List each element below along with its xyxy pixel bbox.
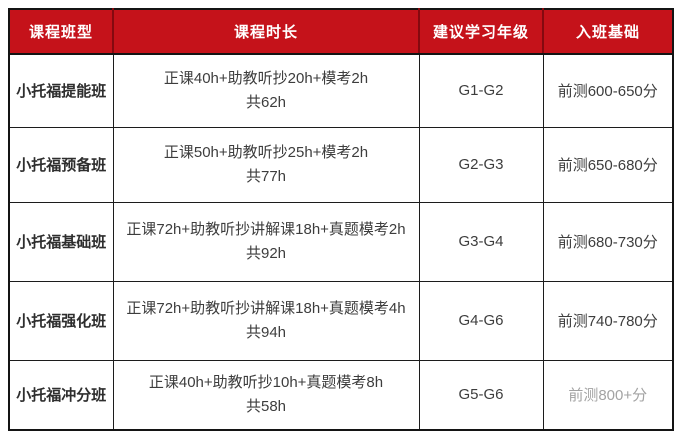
- duration-line1: 正课72h+助教听抄讲解课18h+真题模考4h: [126, 299, 406, 317]
- duration-line2: 共58h: [245, 397, 287, 415]
- table-row: 小托福强化班 正课72h+助教听抄讲解课18h+真题模考4h 共94h G4-G…: [8, 280, 674, 361]
- table-header: 课程班型 课程时长 建议学习年级 入班基础: [8, 8, 674, 55]
- header-course-duration: 课程时长: [112, 8, 420, 55]
- table-row: 小托福提能班 正课40h+助教听抄20h+模考2h 共62h G1-G2 前测6…: [8, 53, 674, 128]
- table-row: 小托福冲分班 正课40h+助教听抄10h+真题模考8h 共58h G5-G6 前…: [8, 359, 674, 431]
- basis-cell: 前测650-680分: [542, 126, 674, 203]
- header-suggested-grade: 建议学习年级: [418, 8, 544, 55]
- course-schedule-table: 课程班型 课程时长 建议学习年级 入班基础 小托福提能班 正课40h+助教听抄2…: [8, 8, 674, 431]
- basis-cell: 前测600-650分: [542, 53, 674, 128]
- duration-line2: 共62h: [245, 93, 287, 111]
- class-name-cell: 小托福提能班: [8, 53, 114, 128]
- duration-line1: 正课72h+助教听抄讲解课18h+真题模考2h: [126, 220, 406, 238]
- grade-cell: G3-G4: [418, 201, 544, 282]
- class-name-cell: 小托福强化班: [8, 280, 114, 361]
- duration-cell: 正课50h+助教听抄25h+模考2h 共77h: [112, 126, 420, 203]
- class-name-cell: 小托福预备班: [8, 126, 114, 203]
- table-body: 小托福提能班 正课40h+助教听抄20h+模考2h 共62h G1-G2 前测6…: [8, 53, 674, 431]
- duration-cell: 正课40h+助教听抄10h+真题模考8h 共58h: [112, 359, 420, 431]
- basis-cell: 前测680-730分: [542, 201, 674, 282]
- duration-line1: 正课40h+助教听抄10h+真题模考8h: [148, 373, 384, 391]
- header-entry-basis: 入班基础: [542, 8, 674, 55]
- duration-line1: 正课40h+助教听抄20h+模考2h: [163, 69, 369, 87]
- grade-cell: G5-G6: [418, 359, 544, 431]
- class-name-cell: 小托福冲分班: [8, 359, 114, 431]
- duration-line1: 正课50h+助教听抄25h+模考2h: [163, 143, 369, 161]
- duration-cell: 正课72h+助教听抄讲解课18h+真题模考2h 共92h: [112, 201, 420, 282]
- header-class-type: 课程班型: [8, 8, 114, 55]
- grade-cell: G1-G2: [418, 53, 544, 128]
- duration-line2: 共92h: [245, 244, 287, 262]
- duration-line2: 共77h: [245, 167, 287, 185]
- grade-cell: G4-G6: [418, 280, 544, 361]
- header-row: 课程班型 课程时长 建议学习年级 入班基础: [8, 8, 674, 55]
- basis-cell: 前测800+分: [542, 359, 674, 431]
- class-name-cell: 小托福基础班: [8, 201, 114, 282]
- table-row: 小托福基础班 正课72h+助教听抄讲解课18h+真题模考2h 共92h G3-G…: [8, 201, 674, 282]
- duration-cell: 正课72h+助教听抄讲解课18h+真题模考4h 共94h: [112, 280, 420, 361]
- grade-cell: G2-G3: [418, 126, 544, 203]
- basis-cell: 前测740-780分: [542, 280, 674, 361]
- table-row: 小托福预备班 正课50h+助教听抄25h+模考2h 共77h G2-G3 前测6…: [8, 126, 674, 203]
- duration-line2: 共94h: [245, 323, 287, 341]
- duration-cell: 正课40h+助教听抄20h+模考2h 共62h: [112, 53, 420, 128]
